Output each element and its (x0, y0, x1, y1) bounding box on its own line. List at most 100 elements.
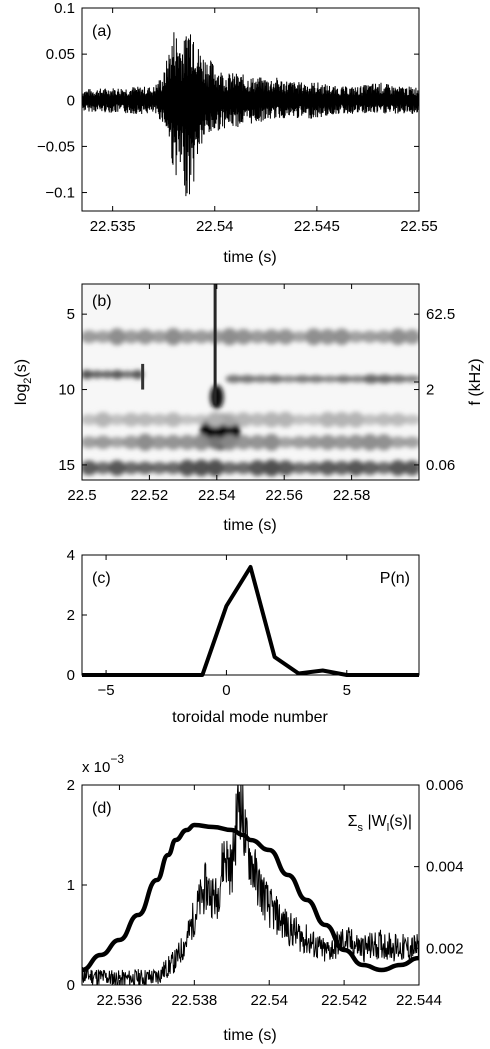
heatmap-band-cell (82, 369, 94, 380)
heatmap-band-cell (263, 459, 280, 477)
panel-d-multiplier-exp: −3 (110, 752, 124, 766)
heatmap-band-cell (277, 411, 295, 428)
heatmap-blur-layer (82, 328, 419, 477)
heatmap-band-cell (349, 375, 366, 383)
panel-d-multiplier: x 10−3 (82, 752, 124, 776)
heatmap-band-cell (361, 330, 379, 343)
panel-d-xtick-label: 22.536 (96, 992, 142, 1009)
heatmap-band-cell (263, 411, 280, 428)
panel-a: 22.535 22.54 22.545 22.55 0.1 0.05 0 −0.05 −0.1… (37, 0, 438, 266)
heatmap-band-cell (111, 369, 124, 380)
heatmap-band-cell (136, 461, 154, 475)
panel-a-ytick-label: 0.05 (46, 46, 75, 63)
panel-c: −5 0 5 0 2 4 (c) P(n) toroidal mode number (67, 547, 420, 726)
panel-b-ylabel-tail: (s) (13, 359, 30, 378)
heatmap-band-cell (150, 413, 168, 426)
panel-a-ytick-label: −0.05 (37, 138, 75, 155)
heatmap-band-cell (221, 412, 238, 427)
heatmap-band-cell (305, 435, 323, 450)
panel-d-ytick-label: 2 (67, 777, 75, 794)
signal-trace (81, 32, 420, 197)
panel-b-xtick-label: 22.58 (333, 487, 371, 504)
panel-d-legend-s: s (358, 822, 364, 834)
panel-b-xtick-label: 22.52 (131, 487, 169, 504)
panel-c-xlabel: toroidal mode number (172, 709, 328, 726)
panel-d-yticks: 0 1 2 (67, 777, 87, 994)
heatmap-band-cell (333, 411, 351, 428)
heatmap-band-cell (150, 461, 168, 474)
heatmap-band-cell (389, 413, 407, 427)
panel-d-y2tick-label: 0.004 (426, 859, 464, 876)
panel-d-legend-w: |W (363, 813, 388, 830)
heatmap-band-cell (375, 330, 393, 344)
heatmap-band-cell (319, 434, 337, 451)
heatmap-band-cell (192, 459, 210, 477)
heatmap-band-cell (291, 462, 309, 474)
panel-d-legend-sigma: Σ (348, 813, 358, 830)
heatmap-band-cell (108, 414, 126, 426)
panel-a-plot (81, 32, 420, 197)
heatmap-band-cell (164, 412, 182, 428)
panel-d-xtick-label: 22.542 (321, 992, 367, 1009)
heatmap-band-cell (94, 435, 112, 450)
heatmap-band-cell (94, 461, 112, 475)
heatmap-band-cell (333, 460, 351, 476)
heatmap-band-cell (91, 370, 104, 379)
heatmap-band-cell (277, 436, 295, 448)
panel-b-y2ticks: 62.5 2 0.06 (414, 306, 455, 474)
panel-b-tag: (b) (92, 293, 112, 310)
heatmap-band-cell (319, 328, 337, 345)
heatmap-vertical-streak (213, 284, 217, 405)
panel-d-xtick-label: 22.538 (171, 992, 217, 1009)
heatmap-band-cell (294, 375, 311, 383)
heatmap-band-cell (235, 434, 252, 450)
panel-b-xtick-label: 22.56 (265, 487, 303, 504)
heatmap-band-cell (335, 375, 352, 383)
panel-c-yticks: 0 2 4 (67, 547, 87, 684)
panel-c-ytick-label: 2 (67, 607, 75, 624)
heatmap-band-cell (122, 330, 140, 344)
heatmap-band-cell (249, 434, 266, 450)
heatmap-band-cell (361, 433, 379, 451)
heatmap-band-cell (150, 435, 168, 450)
panel-d-xlabel: time (s) (223, 1027, 276, 1044)
heatmap-band-cell (305, 461, 323, 475)
panel-d-xtick-label: 22.544 (396, 992, 442, 1009)
heatmap-band-cell (136, 329, 154, 345)
panel-d-xticks: 22.536 22.538 22.54 22.542 22.544 (96, 785, 442, 1009)
heatmap-band-cell (305, 328, 323, 346)
panel-b: 22.5 22.52 22.54 22.56 22.58 5 10 15 62.5 2 0.06… (13, 283, 484, 534)
heatmap-band-cell (403, 375, 419, 383)
panel-c-tag: (c) (92, 570, 111, 587)
panel-d-legend: Σs |Wl(s)| (348, 813, 412, 834)
panel-a-tag: (a) (92, 23, 112, 40)
heatmap-band-cell (131, 369, 144, 380)
panel-b-heatmap (82, 284, 419, 477)
heatmap-band-cell (192, 330, 210, 344)
heatmap-band-cell (291, 331, 309, 343)
panel-b-ytick-label: 5 (67, 306, 75, 323)
heatmap-band-cell (321, 375, 339, 383)
panel-a-xtick-label: 22.55 (400, 218, 438, 235)
panel-d-plot (82, 785, 419, 985)
heatmap-band-cell (164, 434, 182, 450)
heatmap-band-cell (192, 414, 210, 425)
heatmap-band-cell (108, 328, 126, 346)
heatmap-band-cell (375, 413, 393, 427)
heatmap-band-cell (164, 461, 182, 475)
panel-d-multiplier-base: x 10 (82, 759, 110, 776)
heatmap-band-cell (376, 374, 393, 384)
heatmap-band-cell (206, 459, 224, 477)
panel-b-ylabel-main: log (13, 384, 30, 405)
panel-a-xticks: 22.535 22.54 22.545 22.55 (90, 8, 438, 235)
heatmap-band-cell (266, 374, 284, 384)
panel-a-ytick-label: 0 (67, 92, 75, 109)
heatmap-band-cell (108, 460, 126, 476)
panel-a-xtick-label: 22.54 (196, 218, 234, 235)
heatmap-band-cell (206, 411, 224, 428)
panel-b-y2tick-label: 62.5 (426, 306, 455, 323)
panel-b-xtick-label: 22.54 (198, 487, 236, 504)
panel-b-xticks: 22.5 22.52 22.54 22.56 22.58 (67, 284, 370, 504)
panel-b-xlabel: time (s) (223, 517, 276, 534)
panel-c-xtick-label: −5 (98, 682, 115, 699)
